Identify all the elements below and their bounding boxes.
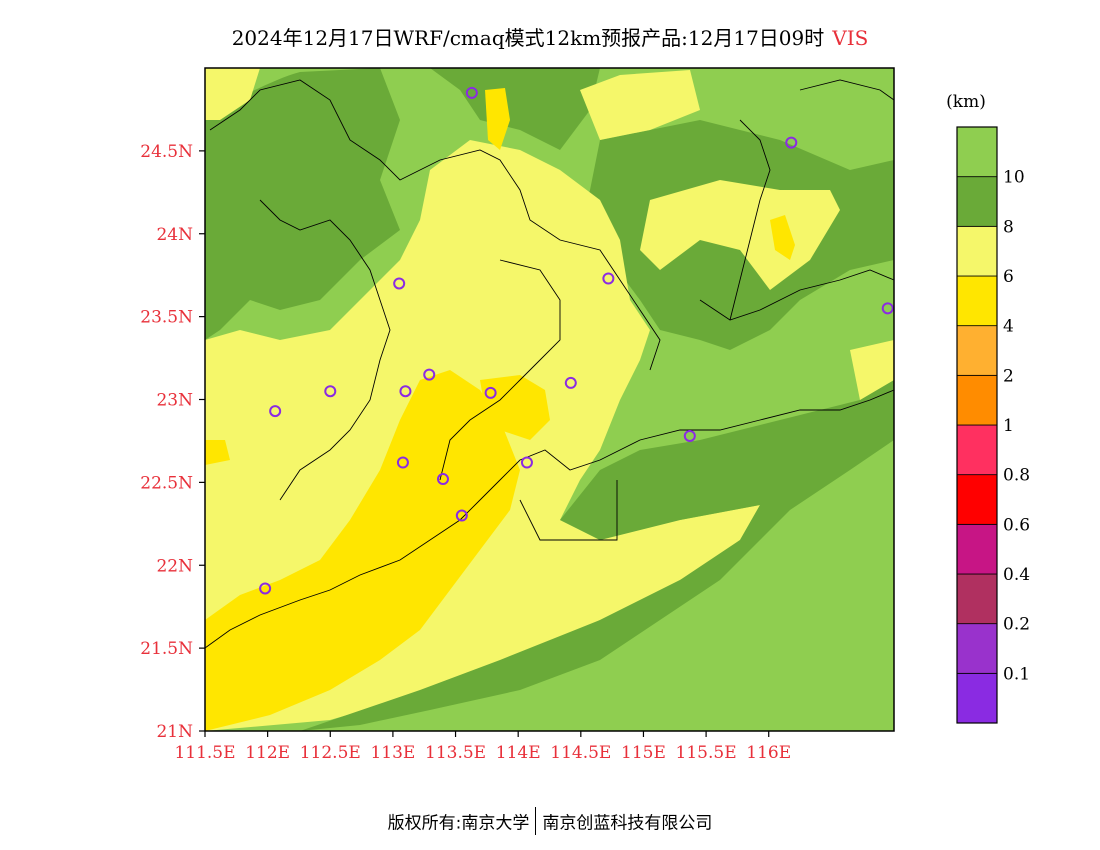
colorbar-label: 1 bbox=[1003, 416, 1014, 436]
lat-tick-label: 22.5N bbox=[140, 473, 193, 493]
admin-borders bbox=[204, 79, 895, 649]
longitude-axis: 111.5E 112E 112.5E 113E 113.5E 114E 114.5E 115E… bbox=[174, 731, 791, 763]
colorbar-bin bbox=[956, 325, 998, 376]
field-yellow-light-northwest bbox=[205, 68, 260, 120]
colorbar-label: 0.8 bbox=[1003, 466, 1030, 486]
station-marker bbox=[881, 302, 894, 315]
border-coastline bbox=[204, 389, 895, 649]
station-marker bbox=[396, 456, 409, 469]
colorbar-bin bbox=[956, 474, 998, 525]
lon-tick-label: 115E bbox=[621, 743, 666, 763]
colorbar-label: 0.6 bbox=[1003, 515, 1030, 535]
title-main: 2024年12月17日WRF/cmaq模式12km预报产品:12月17日09时 bbox=[231, 26, 825, 50]
footer-left: 版权所有:南京大学 bbox=[387, 813, 530, 834]
colorbar-bin bbox=[956, 275, 998, 327]
colorbar-bin bbox=[956, 523, 998, 575]
station-marker bbox=[455, 509, 468, 522]
lon-tick-label: 112.5E bbox=[300, 743, 361, 763]
lon-tick-label: 112E bbox=[245, 743, 290, 763]
station-marker bbox=[683, 429, 696, 442]
lon-tick-label: 115.5E bbox=[676, 743, 737, 763]
footer-separator bbox=[535, 807, 537, 835]
border-inland-5 bbox=[729, 119, 771, 321]
station-marker bbox=[259, 582, 272, 595]
map-title: 2024年12月17日WRF/cmaq模式12km预报产品:12月17日09时 V… bbox=[0, 22, 1100, 51]
field-dark-green-south bbox=[300, 380, 894, 731]
lat-tick-label: 21N bbox=[156, 722, 193, 742]
border-shenzhen-box bbox=[519, 480, 618, 541]
copyright-footer: 版权所有:南京大学 南京创蓝科技有限公司 bbox=[0, 807, 1100, 835]
station-marker bbox=[393, 277, 406, 290]
field-yellow-light-se-coast bbox=[850, 340, 894, 400]
colorbar-bin bbox=[956, 573, 998, 625]
field-yellow-bright-west bbox=[205, 440, 230, 465]
colorbar-bin bbox=[956, 672, 998, 724]
colorbar-label: 10 bbox=[1003, 168, 1025, 188]
lon-tick-label: 114E bbox=[496, 743, 541, 763]
station-marker bbox=[324, 385, 337, 398]
station-marker bbox=[269, 405, 282, 418]
title-variable: VIS bbox=[832, 26, 869, 50]
station-marker bbox=[465, 86, 478, 99]
lon-tick-label: 113E bbox=[370, 743, 415, 763]
colorbar-bin bbox=[956, 374, 998, 426]
lat-tick-label: 23.5N bbox=[140, 308, 193, 328]
border-inland-6 bbox=[799, 79, 895, 101]
station-marker bbox=[785, 136, 798, 149]
colorbar-bin bbox=[956, 424, 998, 476]
colorbar-label: 6 bbox=[1003, 267, 1014, 287]
colorbar-label: 0.2 bbox=[1003, 615, 1030, 635]
field-yellow-light-north bbox=[580, 70, 700, 140]
lat-tick-label: 24N bbox=[156, 225, 193, 245]
field-yellow-bright-coast bbox=[205, 370, 520, 731]
colorbar-bin bbox=[956, 176, 998, 227]
colorbar-unit: (km) bbox=[946, 92, 986, 112]
field-yellow-light-east bbox=[640, 180, 840, 290]
colorbar-frame bbox=[956, 126, 998, 724]
colorbar-bin bbox=[956, 225, 998, 277]
station-marker bbox=[564, 376, 577, 389]
lat-tick-label: 22N bbox=[156, 556, 193, 576]
colorbar-bin bbox=[956, 623, 998, 674]
station-marker bbox=[399, 385, 412, 398]
field-yellow-bright-east bbox=[770, 215, 795, 260]
lon-tick-label: 111.5E bbox=[174, 743, 235, 763]
lon-tick-label: 114.5E bbox=[550, 743, 611, 763]
field-yellow-bright-north bbox=[485, 88, 510, 150]
lat-tick-label: 21.5N bbox=[140, 639, 193, 659]
colorbar-label: 0.1 bbox=[1003, 664, 1030, 684]
lon-tick-label: 116E bbox=[746, 743, 791, 763]
colorbar-label: 8 bbox=[1003, 217, 1014, 237]
colorbar: 0.1 0.2 0.4 0.6 0.8 1 2 4 6 8 10 bbox=[956, 126, 1030, 724]
border-inland-3 bbox=[439, 259, 561, 481]
station-marker bbox=[520, 456, 533, 469]
lat-tick-label: 24.5N bbox=[140, 142, 193, 162]
colorbar-label: 0.4 bbox=[1003, 565, 1030, 585]
field-dark-green-west bbox=[205, 68, 400, 340]
station-marker bbox=[602, 272, 615, 285]
station-markers bbox=[259, 86, 894, 595]
visibility-field bbox=[205, 68, 894, 731]
footer-right: 南京创蓝科技有限公司 bbox=[542, 813, 713, 834]
station-marker bbox=[437, 473, 450, 486]
colorbar-label: 2 bbox=[1003, 366, 1014, 386]
colorbar-bin bbox=[956, 126, 998, 178]
latitude-axis: 21N 21.5N 22N 22.5N 23N 23.5N 24N 24.5N bbox=[140, 142, 205, 742]
lat-tick-label: 23N bbox=[156, 391, 193, 411]
colorbar-label: 4 bbox=[1003, 317, 1014, 337]
field-yellow-bright-hk bbox=[480, 375, 550, 440]
border-inland-1 bbox=[209, 79, 661, 371]
lon-tick-label: 113.5E bbox=[425, 743, 486, 763]
station-marker bbox=[423, 368, 436, 381]
border-inland-2 bbox=[259, 199, 391, 501]
station-marker bbox=[484, 386, 497, 399]
